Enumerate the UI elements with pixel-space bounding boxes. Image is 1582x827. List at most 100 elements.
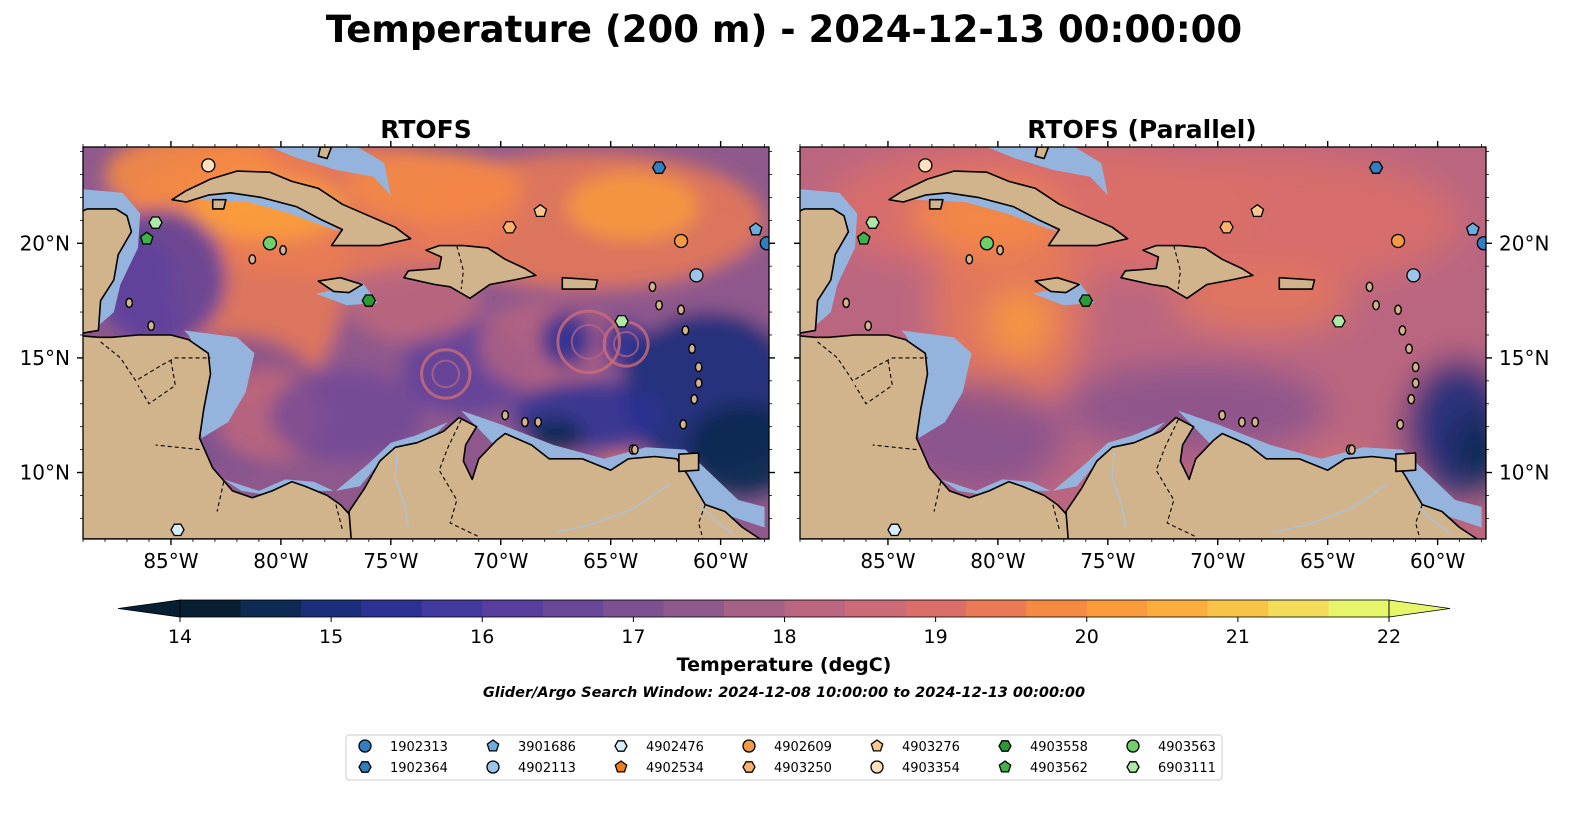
- small-island: [1218, 410, 1227, 421]
- country-border: [796, 294, 798, 338]
- land-jamaica: [1034, 276, 1080, 294]
- small-island: [864, 320, 873, 332]
- float-marker-4903354: [918, 158, 933, 173]
- small-island: [1411, 361, 1420, 373]
- float-markers: [139, 158, 769, 537]
- legend-label: 4903563: [1158, 740, 1216, 755]
- small-island: [125, 297, 134, 309]
- legend-label: 4902609: [774, 740, 832, 755]
- float-marker-6903111: [1331, 314, 1346, 328]
- float-marker-4902609: [673, 233, 689, 249]
- colorbar-extend-low: [117, 599, 181, 618]
- river: [1111, 451, 1127, 528]
- map-panel-rtofs[interactable]: 85°W 80°W 75°W 70°W 65°W 60°W 20°N 15°N 10°N: [0, 129, 875, 573]
- legend-label: 6903111: [1158, 761, 1216, 776]
- small-island: [1411, 377, 1420, 389]
- land-cuba: [888, 170, 1129, 247]
- small-island: [521, 416, 529, 428]
- eddy-swirl: [420, 348, 472, 400]
- float-marker-4902113: [1406, 268, 1421, 283]
- panel-title-rtofs-parallel: RTOFS (Parallel): [1027, 115, 1256, 144]
- float-marker-4903250: [1219, 220, 1234, 234]
- colorbar-segment: [1328, 600, 1390, 617]
- eddy-swirl: [612, 331, 640, 358]
- legend-label: 1902313: [390, 740, 448, 755]
- small-island: [679, 419, 688, 430]
- colorbar-segment: [1207, 600, 1269, 617]
- country-border: [1052, 504, 1060, 530]
- small-island: [1238, 416, 1246, 428]
- legend-label: 4903562: [1030, 761, 1088, 776]
- small-island: [1365, 281, 1374, 293]
- colorbar-segment: [784, 600, 846, 617]
- land-isla-juventud: [211, 198, 227, 210]
- shelf-bahamas: [986, 147, 1108, 196]
- legend-marker-3901686: [486, 739, 500, 752]
- axis-ticks: 85°W 80°W 75°W 70°W 65°W 60°W 20°N 15°N 10°N: [20, 141, 775, 573]
- float-marker-1902313: [759, 236, 769, 251]
- legend-label: 4903276: [902, 740, 960, 755]
- land-andros: [317, 147, 333, 160]
- colorbar-tick-label: 14: [168, 626, 192, 648]
- float-marker-1902364: [1368, 161, 1384, 174]
- float-marker-4903558: [1078, 294, 1094, 307]
- small-island: [648, 281, 657, 293]
- land-yucatan: [83, 208, 133, 334]
- float-marker-4903276: [533, 203, 548, 218]
- river: [698, 504, 735, 535]
- legend-marker-4903354: [870, 760, 884, 774]
- land-puerto-rico: [1278, 276, 1316, 290]
- float-marker-4902476: [170, 523, 185, 537]
- river: [555, 483, 671, 533]
- float-marker-4903562: [856, 231, 871, 245]
- float-marker-6903111: [614, 314, 629, 328]
- float-marker-1902364: [651, 161, 667, 174]
- float-marker-4903563: [262, 236, 278, 251]
- map-panel-rtofs-parallel[interactable]: 85°W 80°W 75°W 70°W 65°W 60°W 20°N 15°N 10°N: [646, 140, 1582, 573]
- shelf-cuba-south: [197, 188, 341, 232]
- lat-tick-label: 15°N: [1499, 346, 1549, 370]
- lon-tick-label: 60°W: [693, 549, 748, 573]
- small-island: [147, 320, 156, 332]
- lat-tick-label: 20°N: [20, 231, 70, 255]
- land-south-america: [1065, 416, 1478, 539]
- colorbar-segment: [421, 600, 483, 617]
- lon-tick-label: 70°W: [473, 549, 528, 573]
- colorbar-tick-label: 21: [1226, 626, 1250, 648]
- lat-tick-label: 15°N: [20, 346, 70, 370]
- country-border: [216, 481, 225, 512]
- colorbar-segment: [905, 600, 967, 617]
- small-island: [248, 254, 257, 265]
- lon-tick-label: 75°W: [363, 549, 418, 573]
- colorbar-label: Temperature (degC): [677, 654, 892, 676]
- land-hispaniola: [1120, 244, 1254, 300]
- shelf-bahamas: [269, 147, 391, 196]
- colorbar-tick-label: 17: [621, 626, 645, 648]
- legend-label: 4902113: [518, 761, 576, 776]
- float-marker-4903250: [502, 220, 517, 234]
- colorbar-segment: [1026, 600, 1088, 617]
- small-island: [1394, 304, 1402, 315]
- lon-tick-label: 75°W: [1080, 549, 1135, 573]
- land-hispaniola: [403, 244, 537, 300]
- colorbar-segment: [180, 600, 241, 617]
- country-border: [155, 444, 200, 451]
- lon-tick-label: 70°W: [1190, 549, 1245, 573]
- country-border: [933, 481, 942, 512]
- lon-tick-label: 85°W: [860, 549, 915, 573]
- panel-title-rtofs: RTOFS: [380, 115, 472, 144]
- country-border: [1155, 419, 1197, 538]
- small-island: [694, 377, 703, 389]
- axis-ticks: 85°W 80°W 75°W 70°W 65°W 60°W 20°N 15°N 10°N: [794, 141, 1549, 573]
- float-marker-4903558: [361, 294, 377, 307]
- river: [1415, 504, 1452, 535]
- lon-tick-label: 65°W: [583, 549, 638, 573]
- country-border: [335, 504, 343, 530]
- colorbar-segment: [1268, 600, 1330, 617]
- land-south-america: [348, 416, 761, 539]
- small-island: [677, 304, 685, 315]
- colorbar-tick-label: 18: [772, 626, 796, 648]
- small-island: [688, 343, 696, 354]
- legend-marker-4903250: [742, 761, 756, 773]
- legend-marker-4903563: [1126, 739, 1140, 753]
